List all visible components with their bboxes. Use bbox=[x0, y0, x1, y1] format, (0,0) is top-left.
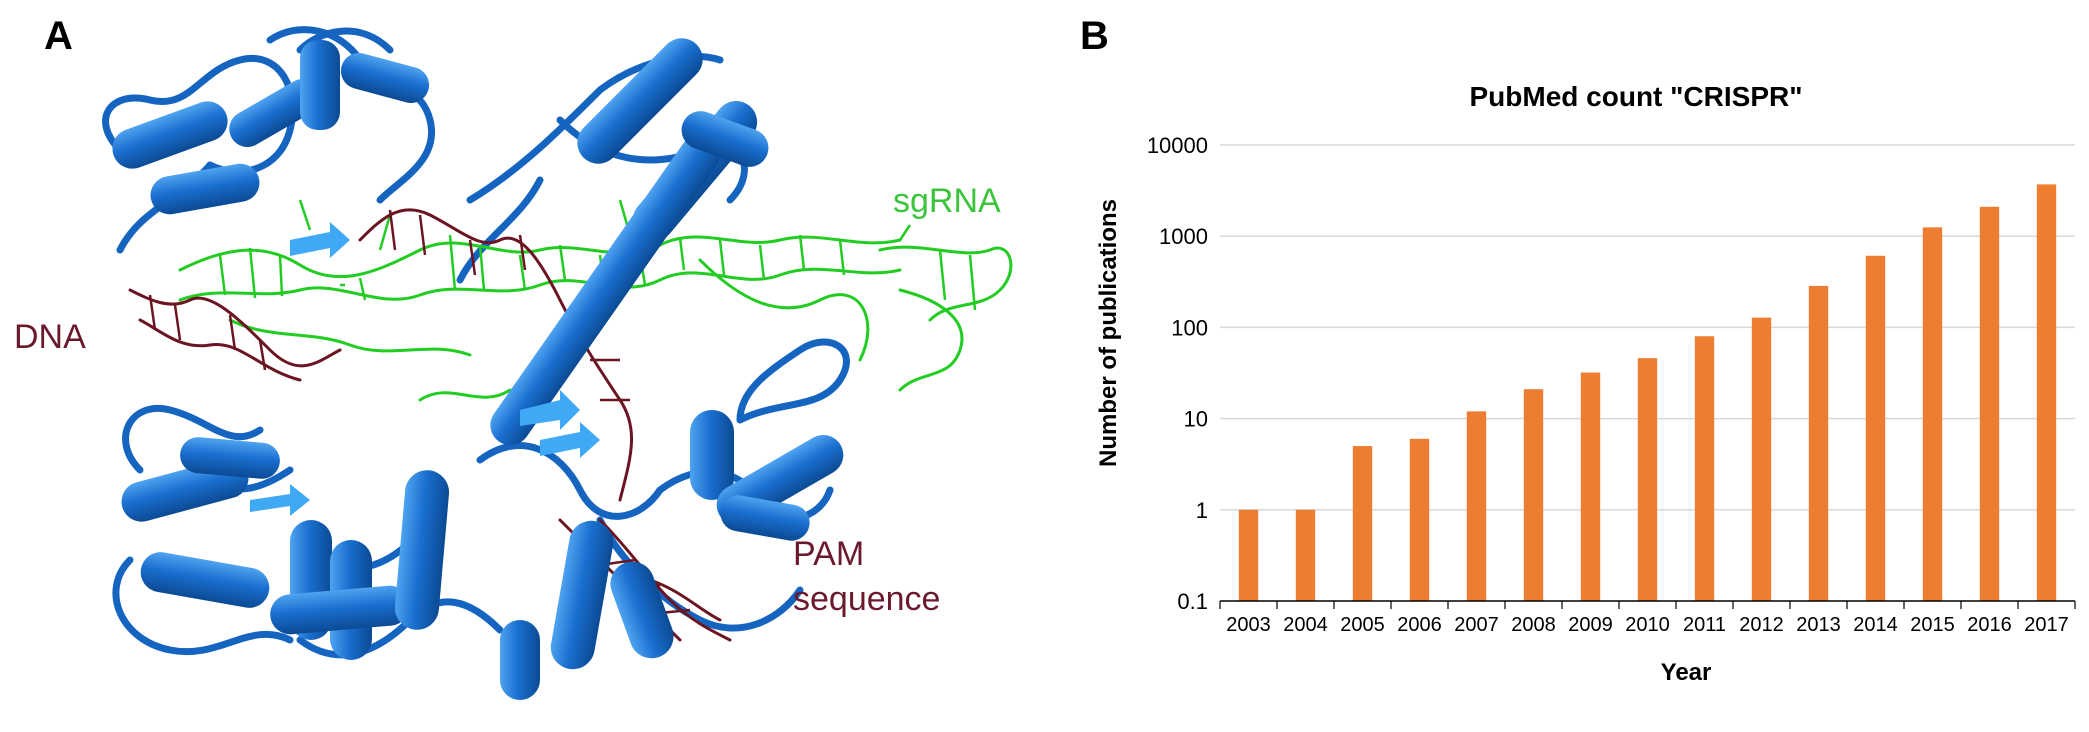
crispr-cas9-structure: sgRNA DNA PAM sequence bbox=[14, 26, 1013, 700]
bar bbox=[1637, 358, 1658, 601]
bar bbox=[2036, 184, 2057, 601]
bar bbox=[1352, 446, 1373, 601]
bar bbox=[1922, 227, 1943, 601]
x-tick-label: 2014 bbox=[1853, 614, 1898, 636]
bar bbox=[1865, 255, 1886, 601]
protein-sheets bbox=[250, 222, 600, 516]
y-tick-label: 10000 bbox=[1147, 133, 1208, 158]
x-axis-label: Year bbox=[1661, 659, 1712, 686]
x-tick-label: 2006 bbox=[1397, 614, 1442, 636]
sgrna-strands bbox=[178, 235, 1013, 402]
bar bbox=[1751, 317, 1772, 601]
panel-a: A bbox=[14, 14, 1013, 700]
bar bbox=[1694, 336, 1715, 601]
bar bbox=[1523, 389, 1544, 601]
bar bbox=[1238, 509, 1259, 601]
panel-b: B PubMed count "CRISPR" 0.1 1 10 100 1000 100… bbox=[1080, 0, 2089, 732]
y-tick-label: 0.1 bbox=[1177, 589, 1208, 614]
bar bbox=[1409, 438, 1430, 601]
x-tick-label: 2016 bbox=[1967, 614, 2012, 636]
bar bbox=[1580, 372, 1601, 601]
y-tick-labels: 0.1 1 10 100 1000 10000 bbox=[1147, 133, 1208, 614]
bar bbox=[1979, 206, 2000, 601]
x-tick-label: 2008 bbox=[1511, 614, 1556, 636]
panel-b-letter: B bbox=[1080, 14, 1109, 58]
x-tick-label: 2012 bbox=[1739, 614, 1784, 636]
bar bbox=[1466, 411, 1487, 601]
y-tick-label: 1 bbox=[1196, 498, 1208, 523]
y-axis-label: Number of publications bbox=[1095, 199, 1122, 467]
axes bbox=[1219, 600, 2076, 609]
bars bbox=[1238, 184, 2057, 601]
pubmed-chart: PubMed count "CRISPR" 0.1 1 10 100 1000 10000… bbox=[1095, 81, 2076, 686]
pam-label-line2: sequence bbox=[793, 580, 940, 618]
x-tick-label: 2010 bbox=[1625, 614, 1670, 636]
pam-label-line1: PAM bbox=[793, 535, 864, 573]
protein-helices bbox=[112, 38, 844, 700]
x-tick-label: 2017 bbox=[2024, 614, 2069, 636]
x-tick-label: 2003 bbox=[1226, 614, 1271, 636]
bar bbox=[1295, 509, 1316, 601]
sgrna-label: sgRNA bbox=[893, 182, 1001, 220]
panel-a-letter: A bbox=[44, 14, 73, 58]
x-tick-label: 2005 bbox=[1340, 614, 1385, 636]
x-tick-labels: 2003 2004 2005 2006 2007 2008 2009 2010 2011 2012… bbox=[1226, 614, 2069, 636]
x-tick-label: 2013 bbox=[1796, 614, 1841, 636]
y-tick-label: 100 bbox=[1171, 315, 1208, 340]
y-tick-label: 1000 bbox=[1159, 224, 1208, 249]
y-tick-label: 10 bbox=[1184, 407, 1208, 432]
x-tick-label: 2004 bbox=[1283, 614, 1328, 636]
x-tick-label: 2015 bbox=[1910, 614, 1955, 636]
x-tick-label: 2011 bbox=[1683, 614, 1726, 636]
x-tick-label: 2009 bbox=[1568, 614, 1613, 636]
chart-title: PubMed count "CRISPR" bbox=[1470, 81, 1803, 112]
dna-label: DNA bbox=[14, 318, 86, 356]
bar bbox=[1808, 285, 1829, 601]
x-tick-label: 2007 bbox=[1454, 614, 1499, 636]
